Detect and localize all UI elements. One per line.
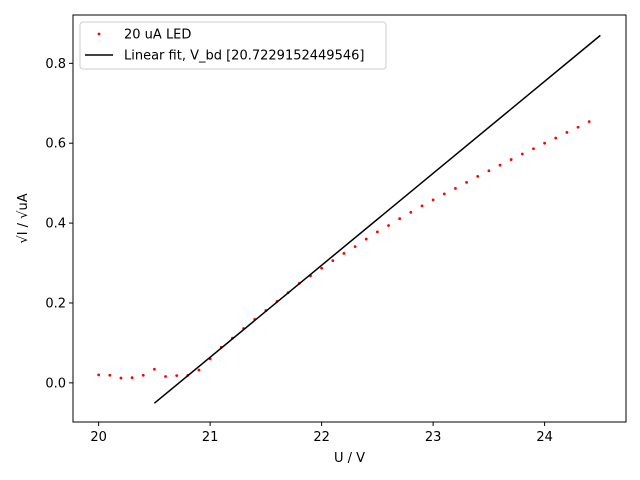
data-point	[442, 192, 446, 196]
data-point	[476, 174, 480, 178]
x-tick-label: 24	[536, 430, 553, 445]
data-point	[320, 266, 324, 270]
legend: 20 uA LED Linear fit, V_bd [20.722915244…	[79, 21, 387, 70]
data-point	[409, 210, 413, 214]
data-point	[565, 131, 569, 134]
y-axis-ticks: 0.0 0.2 0.4 0.6 0.8	[45, 57, 73, 391]
data-point	[387, 224, 390, 227]
data-point	[175, 374, 179, 378]
data-point	[197, 368, 201, 372]
y-tick-label: 0.2	[45, 296, 66, 311]
data-point	[420, 204, 424, 208]
data-point	[465, 180, 468, 184]
y-tick-label: 0.8	[45, 57, 66, 72]
data-point	[532, 147, 535, 151]
data-point	[97, 373, 101, 377]
data-point	[498, 163, 502, 167]
data-point	[364, 237, 368, 241]
x-axis-label: U / V	[334, 451, 365, 466]
legend-label-fit-line: Linear fit, V_bd [20.7229152449546]	[124, 49, 364, 64]
data-point	[509, 158, 513, 161]
data-point	[587, 120, 591, 124]
data-point	[152, 367, 156, 371]
data-point	[576, 125, 580, 129]
data-point	[520, 152, 524, 156]
data-point	[130, 376, 134, 380]
data-point	[554, 136, 558, 140]
x-axis-ticks: 20 21 22 23 24	[90, 422, 553, 445]
x-tick-label: 22	[313, 430, 330, 445]
data-point	[331, 259, 335, 263]
data-point	[119, 376, 123, 380]
data-point	[353, 245, 357, 249]
data-point	[108, 373, 112, 377]
legend-label-scatter: 20 uA LED	[124, 28, 191, 43]
y-tick-label: 0.4	[45, 217, 66, 232]
plot-area-frame	[72, 14, 627, 423]
y-tick-label: 0.0	[45, 376, 66, 391]
data-point	[398, 217, 402, 221]
x-tick-label: 20	[90, 430, 107, 445]
x-tick-label: 21	[202, 430, 219, 445]
legend-box	[79, 21, 387, 70]
data-point	[375, 230, 379, 234]
plot-marks	[97, 34, 601, 404]
y-tick-label: 0.6	[45, 137, 66, 152]
y-axis-label: √I / √uA	[16, 193, 31, 243]
data-point	[487, 169, 491, 173]
x-tick-label: 23	[425, 430, 442, 445]
data-point	[431, 198, 435, 202]
data-point	[454, 186, 457, 190]
data-point	[141, 373, 145, 377]
legend-marker-scatter	[97, 32, 101, 36]
data-point	[543, 141, 547, 145]
data-point	[164, 375, 167, 378]
series-line-linear-fit	[153, 34, 601, 404]
data-point	[342, 252, 346, 255]
